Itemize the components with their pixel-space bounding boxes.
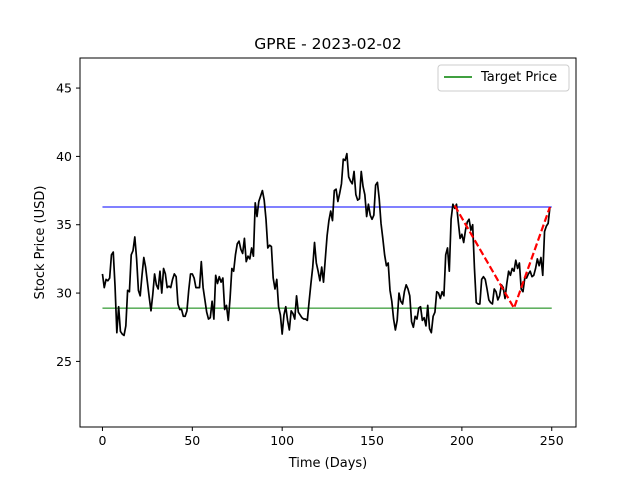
- y-tick-label: 30: [56, 286, 72, 301]
- x-tick-label: 100: [270, 433, 294, 448]
- x-tick-label: 200: [450, 433, 474, 448]
- plot-frame: [79, 57, 577, 428]
- x-tick-label: 250: [540, 433, 564, 448]
- y-tick-label: 25: [56, 354, 72, 369]
- y-axis-label: Stock Price (USD): [33, 186, 48, 300]
- x-tick-label: 0: [98, 433, 106, 448]
- legend-entry-target-price: Target Price: [480, 70, 557, 85]
- x-axis-label: Time (Days): [288, 456, 368, 471]
- x-tick-label: 150: [360, 433, 384, 448]
- x-tick-label: 50: [184, 433, 200, 448]
- legend-box: [437, 64, 570, 92]
- y-tick-label: 40: [56, 149, 72, 164]
- plot-area: [101, 152, 552, 337]
- chart-title: GPRE - 2023-02-02: [254, 35, 401, 53]
- series-stock-price: [101, 152, 551, 337]
- y-tick-label: 35: [56, 217, 72, 232]
- axes: 0 50 100 150 200 250 25 30 35 40 45: [56, 81, 564, 448]
- y-tick-label: 45: [56, 81, 72, 96]
- legend: Target Price: [437, 64, 570, 92]
